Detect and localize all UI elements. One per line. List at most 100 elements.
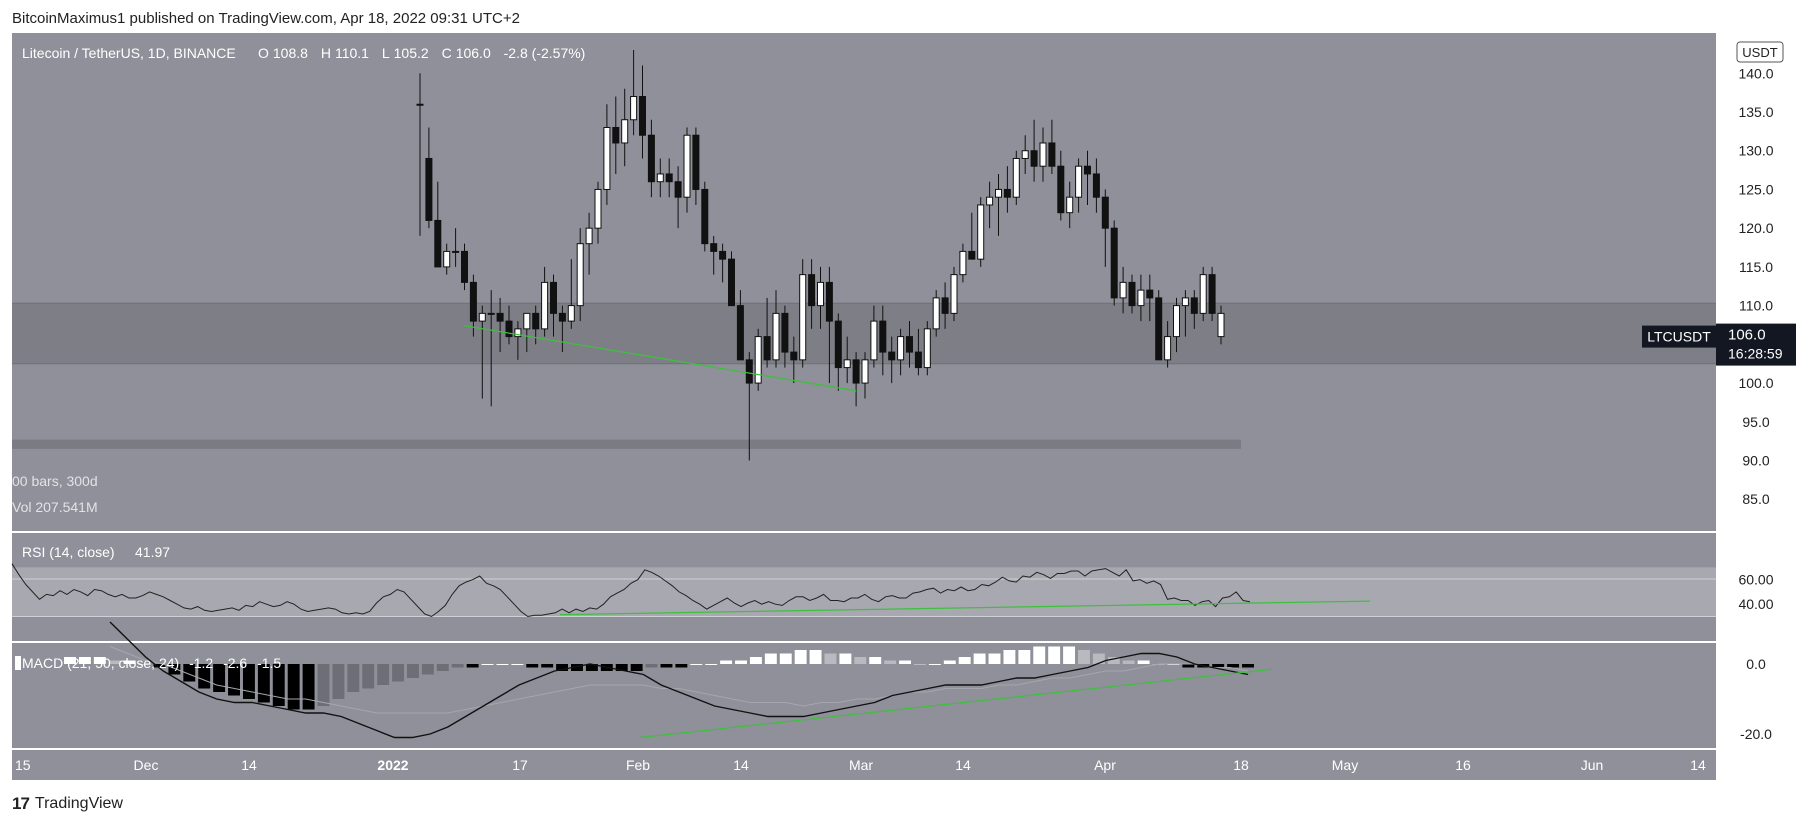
candle-body [1199,274,1207,314]
x-tick: 18 [1233,757,1249,773]
candle-body [612,126,620,144]
candle-body [452,250,460,253]
x-tick: 2022 [377,757,408,773]
candle-body [923,328,931,369]
o-label: O [258,45,269,61]
macd-hist-bar [660,664,673,668]
candle-body [1057,165,1065,214]
macd-hist-bar [257,664,270,703]
candle-body [1181,297,1189,307]
macd-hist-bar [168,664,181,675]
candle-body [443,250,451,268]
candle-body [825,281,833,322]
currency-button[interactable]: USDT [1742,45,1777,60]
tradingview-mark-icon: 17 [12,794,30,813]
candle-body [1146,289,1154,299]
time-axis[interactable] [12,750,1716,780]
candle-body [496,312,504,322]
candle-body [941,297,949,314]
macd-hist-bar [705,664,718,665]
macd-hist-bar [749,657,762,664]
volume-label: Vol 207.541M [12,499,98,515]
macd-hist-bar [242,664,255,699]
candle-body [683,134,691,198]
x-tick: 14 [955,757,971,773]
candle-body [968,250,976,260]
candle-body [1092,173,1100,198]
support-band [12,439,1241,449]
macd-hist-bar [645,664,658,668]
bars-label: 00 bars, 300d [12,473,98,489]
chart-area[interactable]: Litecoin / TetherUS, 1D, BINANCE O 108.8 … [0,0,1813,790]
candle-body [1101,196,1109,229]
macd-hist-bar [183,664,196,682]
macd-hist-bar [332,664,345,699]
macd-histogram [64,646,1254,710]
price-tick: 110.0 [1739,298,1773,314]
macd-hist-bar [615,664,628,671]
rsi-title: RSI (14, close) [22,544,115,560]
symbol-tag: LTCUSDT [1647,329,1711,345]
macd-line [109,621,1249,739]
macd-hist-bar [675,664,688,668]
rsi-value: 41.97 [135,544,170,560]
macd-hist-bar [511,664,524,665]
macd-hist-bar [153,664,166,668]
candle-body [897,336,905,361]
candle-body [1048,142,1056,167]
price-tick: 85.0 [1742,491,1769,507]
candle-body [1217,312,1225,338]
x-tick: 16 [1455,757,1471,773]
candle-body [781,312,789,353]
macd-hist-bar [451,664,464,668]
candle-body [977,204,985,260]
macd-hist-bar [794,650,807,664]
candle-body [585,227,593,245]
candle-body [523,312,531,330]
candle-body [906,336,913,353]
candle-body [817,281,824,307]
candle-body [647,134,655,183]
resistance-zone [12,303,1716,364]
price-tick: 130.0 [1738,143,1773,159]
candle-body [567,305,575,322]
currency-button-box[interactable] [1736,41,1784,63]
candle-body [888,351,896,361]
x-tick: 14 [733,757,749,773]
rsi-ticks-group: 60.00 40.00 [1738,572,1773,613]
candle-body [879,320,887,353]
price-axis-bg[interactable] [1716,33,1796,748]
candle-body [728,258,735,307]
x-tick: Apr [1094,757,1116,773]
candle-body [656,173,664,183]
macd-hist-value: -1.2 [189,655,213,671]
rsi-tick: 40.00 [1738,596,1773,612]
price-trendline [464,325,857,392]
macd-hist-bar [406,664,419,678]
candle-body [514,328,522,338]
price-tick: 140.0 [1738,65,1773,81]
price-pane[interactable] [12,33,1716,531]
tradingview-logo[interactable]: 17 TradingView [12,794,123,814]
macd-hist-bar [556,664,569,671]
candle-body [1084,165,1091,175]
candle-body [914,351,922,369]
x-tick: 15 [15,757,31,773]
macd-hist-bar [869,657,882,664]
candle-body [799,274,807,361]
macd-hist-bar [913,664,926,665]
candle-body [558,312,566,322]
c-label: C [442,45,452,61]
candle-body [630,96,638,121]
macd-hist-bar [64,657,76,664]
rsi-trendline [559,600,1371,616]
candle-body [1119,281,1127,299]
candle-body [1003,188,1011,198]
h-label: H [321,45,331,61]
candle-body [1075,165,1083,198]
macd-trendline [639,668,1273,739]
macd-hist-bar [272,664,285,706]
price-tick: 135.0 [1738,104,1773,120]
macd-hist-bar [630,664,643,671]
macd-hist-bar [958,657,971,664]
